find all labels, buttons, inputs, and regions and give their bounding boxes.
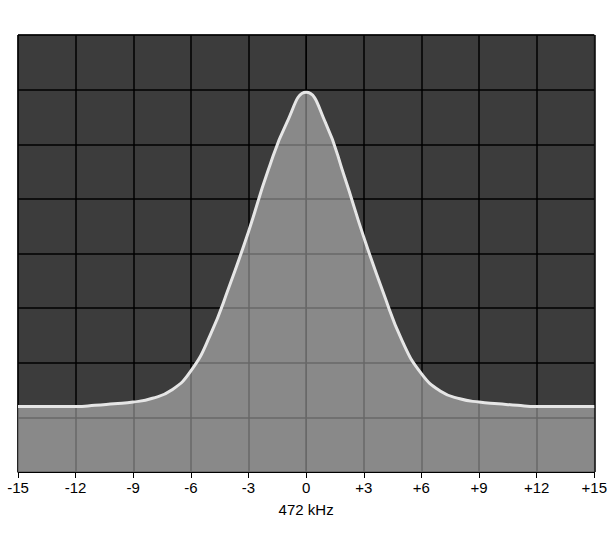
svg-text:+3: +3: [355, 479, 372, 496]
svg-text:0: 0: [302, 479, 310, 496]
svg-text:+9: +9: [470, 479, 487, 496]
svg-text:+15: +15: [582, 479, 607, 496]
svg-text:-6: -6: [184, 479, 197, 496]
svg-text:+6: +6: [413, 479, 430, 496]
svg-text:+12: +12: [524, 479, 549, 496]
svg-text:-12: -12: [65, 479, 87, 496]
svg-text:-15: -15: [7, 479, 29, 496]
svg-text:-9: -9: [127, 479, 140, 496]
svg-text:-3: -3: [242, 479, 255, 496]
svg-text:472 kHz: 472 kHz: [279, 501, 334, 518]
